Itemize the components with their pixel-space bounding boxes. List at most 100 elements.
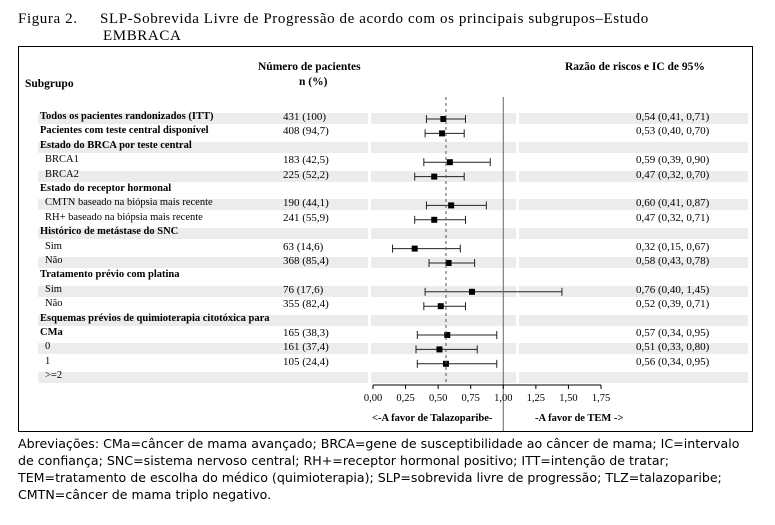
- row-label: CMa: [40, 327, 63, 338]
- row-band: [38, 199, 286, 211]
- row-ci: 0,58 (0,43, 0,78): [636, 255, 710, 267]
- row-band: [371, 199, 516, 211]
- hr-marker: [448, 202, 455, 209]
- footer-abbreviations: Abreviações: CMa=câncer de mama avançado…: [18, 436, 740, 502]
- row-band: [519, 228, 748, 240]
- row-label: Não: [45, 255, 63, 266]
- hr-marker: [411, 245, 418, 252]
- row-label: Esquemas prévios de quimioterapia citotó…: [40, 312, 270, 324]
- row-band: [519, 314, 748, 326]
- hr-marker: [436, 346, 443, 353]
- figure-title-line1: SLP-Sobrevida Livre de Progressão de aco…: [100, 11, 649, 27]
- row-band: [38, 314, 286, 326]
- hr-marker: [444, 332, 451, 338]
- row-label: Estado do receptor hormonal: [40, 183, 172, 194]
- row-band: [283, 199, 368, 211]
- x-tick-label: 1,00: [494, 393, 512, 404]
- row-band: [38, 170, 286, 182]
- header-subgroup: Subgrupo: [25, 78, 74, 90]
- row-label: Pacientes com teste central disponível: [40, 125, 209, 137]
- row-band: [519, 257, 748, 268]
- row-band: [38, 372, 286, 384]
- row-label: 0: [45, 341, 51, 353]
- chart-frame: [18, 46, 753, 432]
- x-tick-label: 0,50: [429, 393, 447, 404]
- row-ci: 0,32 (0,15, 0,67): [636, 240, 710, 253]
- favor-left-label: <-A favor de Talazoparibe-: [372, 413, 493, 424]
- row-n: 225 (52,2): [283, 168, 329, 181]
- row-band: [38, 113, 286, 124]
- header-n-line2: n (%): [299, 76, 328, 88]
- row-band: [283, 257, 368, 268]
- row-band: [519, 170, 748, 182]
- figure-label: Figura 2.: [18, 11, 78, 27]
- row-ci: 0,57 (0,34, 0,95): [636, 327, 710, 339]
- hr-marker: [445, 260, 452, 266]
- row-label: RH+ baseado na biópsia mais recente: [45, 211, 203, 223]
- header-n-line1: Número de pacientes: [258, 61, 361, 73]
- row-band: [283, 141, 368, 153]
- row-band: [519, 343, 748, 355]
- row-band: [371, 228, 516, 240]
- row-n: 241 (55,9): [283, 211, 329, 224]
- hr-marker: [431, 173, 438, 180]
- x-tick-label: 0,25: [396, 393, 414, 404]
- row-label: Histórico de metástase do SNC: [40, 226, 179, 238]
- row-label: Sim: [45, 283, 62, 295]
- row-label: >=2: [45, 370, 63, 382]
- row-n: 63 (14,6): [283, 240, 324, 253]
- row-n: 368 (85,4): [283, 255, 329, 267]
- hr-marker: [440, 116, 447, 122]
- x-tick-label: 0,75: [462, 393, 480, 404]
- row-band: [38, 141, 286, 153]
- figure-title-line2: EMBRACA: [103, 28, 182, 44]
- x-tick-label: 0,00: [364, 393, 382, 404]
- row-ci: 0,59 (0,39, 0,90): [636, 154, 710, 167]
- row-label: BRCA2: [45, 168, 79, 180]
- header-hr: Razão de riscos e IC de 95%: [565, 61, 705, 73]
- row-n: 431 (100): [283, 111, 327, 123]
- row-label: Estado do BRCA por teste central: [40, 139, 192, 151]
- row-band: [519, 285, 748, 297]
- row-band: [371, 372, 516, 384]
- hr-marker: [439, 130, 446, 137]
- row-n: 183 (42,5): [283, 154, 329, 167]
- row-label: 1: [45, 355, 51, 367]
- row-band: [283, 285, 368, 297]
- row-band: [283, 170, 368, 182]
- row-band: [283, 228, 368, 240]
- row-band: [38, 228, 286, 240]
- hr-marker: [437, 303, 444, 310]
- row-label: Tratamento prévio com platina: [40, 269, 180, 281]
- row-band: [371, 343, 516, 355]
- row-band: [519, 113, 748, 124]
- hr-marker: [431, 216, 438, 223]
- row-n: 76 (17,6): [283, 283, 324, 296]
- row-label: Não: [45, 298, 63, 310]
- row-band: [371, 141, 516, 153]
- x-tick-label: 1,50: [559, 393, 577, 404]
- hr-marker: [446, 159, 453, 166]
- row-ci: 0,51 (0,33, 0,80): [636, 341, 710, 354]
- row-band: [283, 314, 368, 326]
- row-band: [38, 257, 286, 268]
- row-ci: 0,54 (0,41, 0,71): [636, 111, 710, 123]
- row-band: [283, 343, 368, 355]
- x-tick-label: 1,75: [592, 393, 610, 404]
- row-band: [371, 314, 516, 326]
- row-n: 105 (24,4): [283, 355, 329, 368]
- row-band: [519, 141, 748, 153]
- figure-title: Figura 2. SLP-Sobrevida Livre de Progress…: [18, 11, 649, 44]
- row-ci: 0,47 (0,32, 0,71): [636, 211, 710, 224]
- row-band: [38, 343, 286, 355]
- row-band: [283, 113, 368, 124]
- row-label: Sim: [45, 240, 62, 252]
- row-band: [371, 285, 516, 297]
- row-n: 408 (94,7): [283, 125, 329, 138]
- row-ci: 0,47 (0,32, 0,70): [636, 168, 710, 181]
- x-tick-label: 1,25: [527, 393, 545, 404]
- row-band: [371, 170, 516, 182]
- row-band: [519, 199, 748, 211]
- favor-right-label: -A favor de TEM ->: [535, 413, 623, 424]
